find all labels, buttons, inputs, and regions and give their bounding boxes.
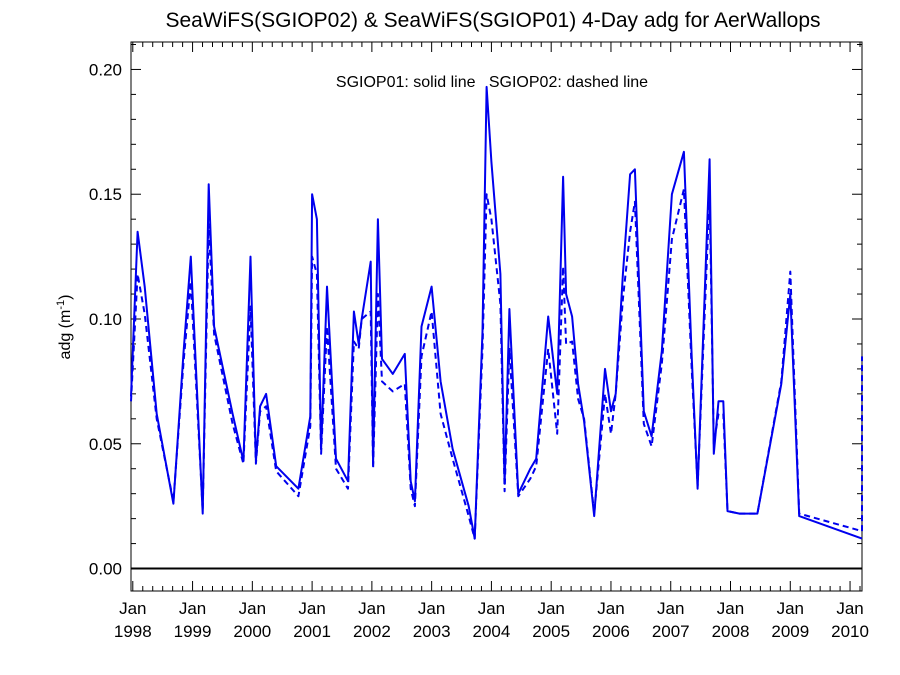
x-tick-label-year: 2003 <box>413 622 451 641</box>
series-line-dashed <box>130 188 863 540</box>
x-tick-label-year: 2008 <box>712 622 750 641</box>
x-tick-label-year: 2000 <box>233 622 271 641</box>
x-tick-label-month: Jan <box>657 599 684 618</box>
x-tick-label-year: 2007 <box>652 622 690 641</box>
x-tick-label-year: 2005 <box>532 622 570 641</box>
x-tick-label-month: Jan <box>597 599 624 618</box>
y-axis-label: adg (m-1) <box>55 295 74 360</box>
y-tick-label: 0.00 <box>89 560 122 579</box>
plot-frame <box>130 41 863 592</box>
x-tick-label-year: 2004 <box>473 622 511 641</box>
chart-title: SeaWiFS(SGIOP02) & SeaWiFS(SGIOP01) 4-Da… <box>165 9 820 32</box>
x-tick-label-year: 2001 <box>293 622 331 641</box>
y-tick-label: 0.20 <box>89 60 122 79</box>
x-tick-label-month: Jan <box>478 599 505 618</box>
x-tick-label-year: 1998 <box>114 622 152 641</box>
x-tick-label-month: Jan <box>836 599 863 618</box>
x-tick-label-year: 1999 <box>174 622 212 641</box>
x-tick-label-month: Jan <box>358 599 385 618</box>
x-tick-label-year: 2006 <box>592 622 630 641</box>
legend-annotation: SGIOP01: solid line SGIOP02: dashed line <box>336 74 648 91</box>
x-tick-label-year: 2002 <box>353 622 391 641</box>
y-tick-label: 0.15 <box>89 185 122 204</box>
y-tick-label: 0.05 <box>89 435 122 454</box>
x-tick-label-month: Jan <box>239 599 266 618</box>
x-tick-label-month: Jan <box>418 599 445 618</box>
series-line-solid <box>130 85 863 540</box>
x-tick-label-month: Jan <box>777 599 804 618</box>
y-tick-label: 0.10 <box>89 310 122 329</box>
x-tick-label-year: 2009 <box>771 622 809 641</box>
x-tick-label-year: 2010 <box>831 622 869 641</box>
x-tick-label-month: Jan <box>717 599 744 618</box>
x-tick-label-month: Jan <box>298 599 325 618</box>
x-tick-label-month: Jan <box>119 599 146 618</box>
x-tick-label-month: Jan <box>179 599 206 618</box>
plot-area: 0.00 0.05 0.10 0.15 0.20 Jan 1998 Jan 1999 Jan 200… <box>89 41 869 641</box>
x-tick-label-month: Jan <box>537 599 564 618</box>
